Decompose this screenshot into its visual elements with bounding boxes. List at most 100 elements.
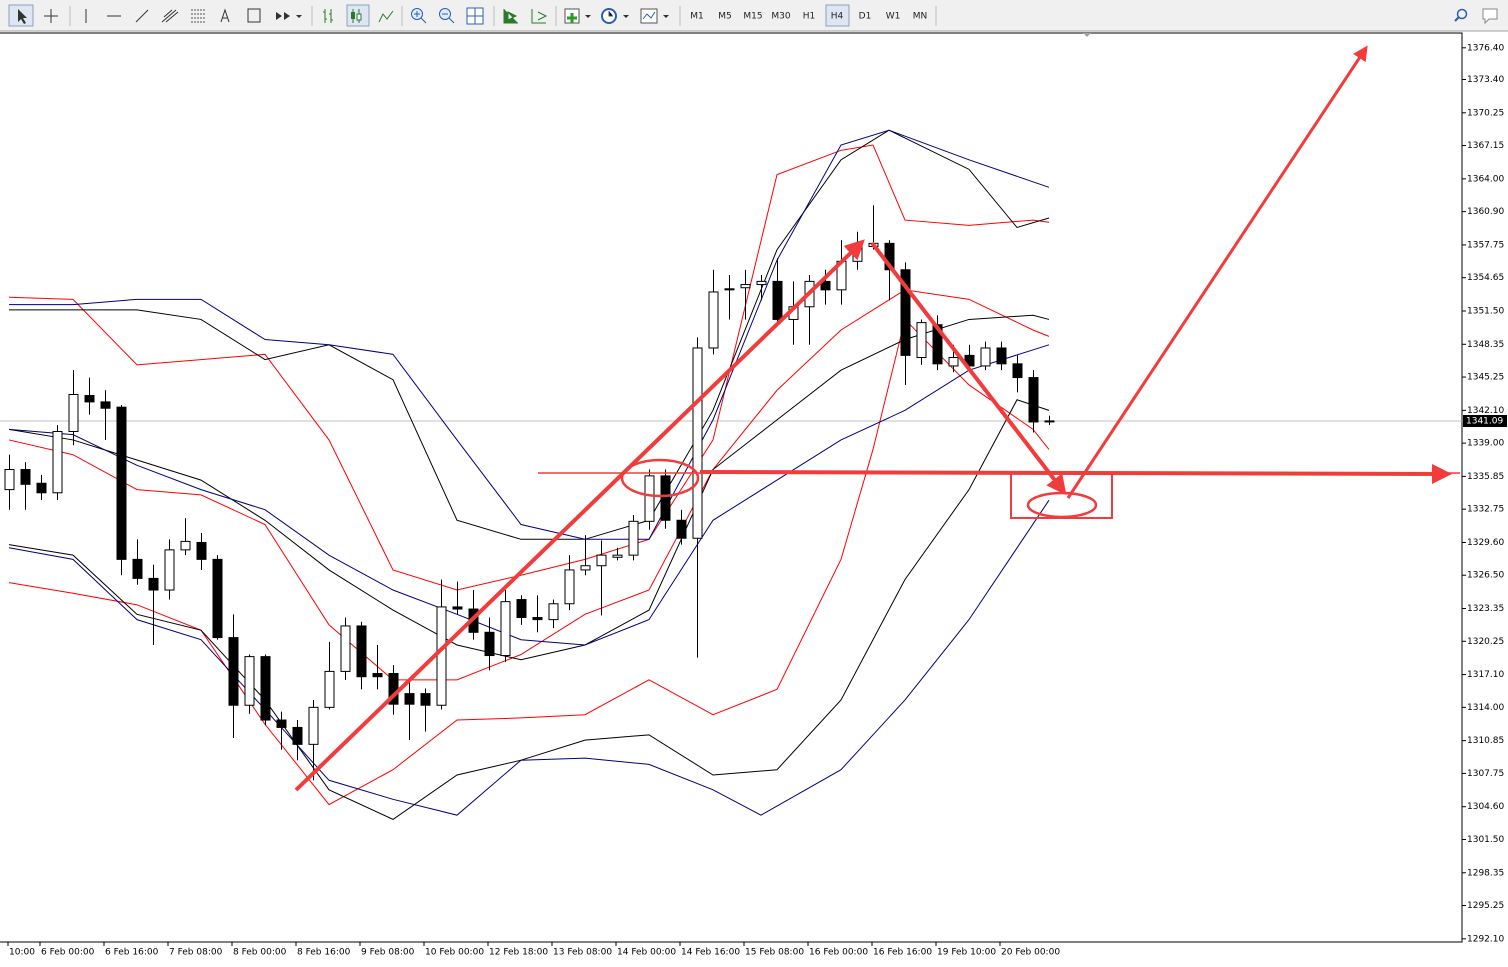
- shapes-button[interactable]: [276, 12, 302, 20]
- candle-body: [36, 482, 47, 494]
- fibo-button[interactable]: [191, 9, 205, 23]
- y-tick-label: 1314.00: [1467, 703, 1504, 713]
- chat-button[interactable]: [1482, 8, 1498, 25]
- timeframe-selected: [825, 4, 850, 27]
- y-tick-label: 1373.40: [1467, 75, 1504, 85]
- candle-body: [532, 617, 543, 621]
- target-arrow: [1066, 45, 1368, 499]
- candle-body: [292, 726, 303, 745]
- y-tick-label: 1335.85: [1467, 472, 1504, 482]
- candle-body: [196, 541, 207, 560]
- y-tick-label: 1351.50: [1467, 306, 1504, 316]
- x-tick-label: 16 Feb 16:00: [873, 948, 932, 958]
- candle-body: [948, 356, 959, 367]
- label-button[interactable]: [247, 8, 261, 23]
- autoscroll-button[interactable]: [503, 9, 518, 24]
- timeframe-button[interactable]: MN: [913, 12, 928, 22]
- search-button[interactable]: [1456, 8, 1468, 20]
- x-tick-label: 8 Feb 16:00: [297, 948, 351, 958]
- candle-body: [180, 540, 191, 551]
- channel-button[interactable]: [161, 9, 179, 23]
- x-tick-label: 19 Feb 10:00: [937, 948, 996, 958]
- series-layer: [0, 129, 1462, 820]
- shift-button[interactable]: [531, 9, 548, 24]
- candle-body: [516, 599, 527, 619]
- y-tick-label: 1354.65: [1467, 273, 1504, 283]
- crosshair-button[interactable]: [44, 9, 58, 23]
- candle-body: [916, 322, 927, 358]
- candle-body: [900, 269, 911, 356]
- x-tick-label: 14 Feb 16:00: [681, 948, 740, 958]
- candle-body: [324, 670, 335, 708]
- candle-body: [228, 637, 239, 706]
- timeframe-button[interactable]: D1: [859, 12, 872, 22]
- candle-body: [996, 347, 1007, 365]
- candle-body: [500, 601, 511, 657]
- candle-body: [116, 406, 127, 560]
- y-tick-label: 1357.75: [1467, 240, 1504, 250]
- candle-body: [356, 625, 367, 678]
- y-tick-label: 1317.10: [1467, 670, 1504, 680]
- breakout-circle: [620, 458, 700, 498]
- x-tick-label: 10:00: [9, 948, 35, 958]
- line-chart-button[interactable]: [378, 10, 394, 23]
- candle-body: [340, 625, 351, 672]
- candle-body: [276, 719, 287, 728]
- x-tick-label: 13 Feb 08:00: [553, 948, 612, 958]
- shift-marker: [1083, 33, 1091, 37]
- y-tick-label: 1342.10: [1467, 406, 1504, 416]
- candle-body: [100, 401, 111, 409]
- text-button[interactable]: [220, 8, 230, 23]
- candle-body: [148, 577, 159, 591]
- x-tick-label: 6 Feb 16:00: [105, 948, 159, 958]
- y-tick-label: 1364.00: [1467, 174, 1504, 184]
- candle-body: [756, 280, 767, 286]
- timeframe-button[interactable]: M1: [690, 12, 704, 22]
- toolbar-bg: [0, 0, 1508, 31]
- x-tick-label: 12 Feb 18:00: [489, 948, 548, 958]
- candle-body: [740, 284, 751, 289]
- timeframe-button[interactable]: H1: [803, 12, 816, 22]
- candle-body: [644, 475, 655, 522]
- timeframe-button[interactable]: M5: [718, 12, 732, 22]
- y-tick-label: 1292.10: [1467, 934, 1504, 944]
- timeframe-button[interactable]: M30: [771, 12, 790, 22]
- candle-body: [612, 554, 623, 558]
- candle-body: [676, 519, 687, 539]
- bar-chart-button[interactable]: [323, 9, 333, 23]
- candle-body: [692, 347, 703, 539]
- band-line: [9, 129, 1050, 540]
- candle-body: [372, 673, 383, 678]
- candle-body: [68, 393, 79, 432]
- timeframe-button[interactable]: M15: [743, 12, 762, 22]
- last-price-label: 1341.09: [1466, 417, 1503, 427]
- x-tick-label: 9 Feb 08:00: [361, 948, 415, 958]
- y-tick-label: 1329.60: [1467, 538, 1504, 548]
- timeframe-button[interactable]: H4: [831, 12, 844, 22]
- x-tick-label: 15 Feb 08:00: [745, 948, 804, 958]
- candle-body: [980, 347, 991, 367]
- plot-frame: [0, 32, 1463, 943]
- candle-body: [52, 430, 63, 494]
- y-tick-label: 1310.85: [1467, 736, 1504, 746]
- y-tick-label: 1360.90: [1467, 207, 1504, 217]
- trendline-button[interactable]: [135, 9, 149, 23]
- timeframe-button[interactable]: W1: [886, 12, 901, 22]
- candle-body: [564, 569, 575, 605]
- band-line: [8, 344, 1050, 646]
- y-tick-label: 1307.75: [1467, 769, 1504, 779]
- cursor-icon: [18, 9, 27, 24]
- x-tick-label: 10 Feb 00:00: [425, 948, 484, 958]
- band-line: [8, 289, 1050, 681]
- candle-body: [548, 603, 559, 621]
- candle-body: [20, 469, 31, 485]
- entry-circle: [1026, 491, 1098, 519]
- candle-body: [132, 558, 143, 579]
- y-tick-label: 1345.25: [1467, 373, 1504, 383]
- candle-body: [452, 606, 463, 610]
- candle-body: [1012, 363, 1023, 379]
- candle-body: [708, 291, 719, 349]
- candle-body: [260, 656, 271, 721]
- candle-body: [420, 693, 431, 706]
- y-tick-label: 1348.35: [1467, 340, 1504, 350]
